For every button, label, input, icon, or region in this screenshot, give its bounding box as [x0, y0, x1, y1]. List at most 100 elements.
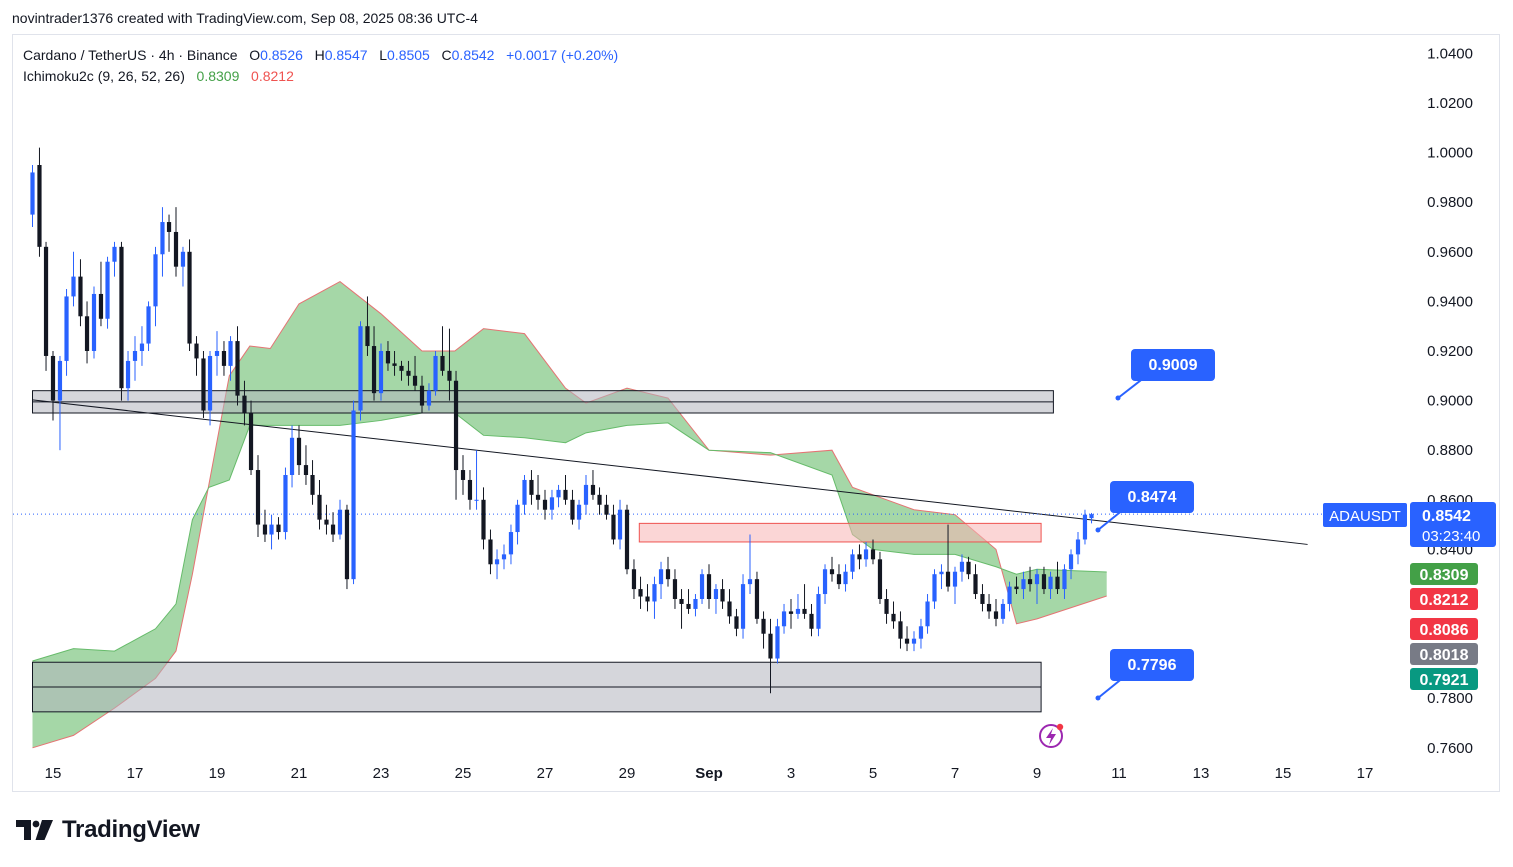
candle[interactable]: [37, 147, 42, 257]
candle[interactable]: [747, 534, 753, 595]
candle[interactable]: [488, 529, 493, 575]
candle[interactable]: [330, 512, 336, 542]
candle[interactable]: [891, 601, 896, 629]
candle[interactable]: [980, 584, 985, 612]
indicator-title[interactable]: Ichimoku2c (9, 26, 52, 26): [23, 68, 185, 84]
candle[interactable]: [78, 259, 83, 327]
candle[interactable]: [187, 239, 192, 351]
symbol-title[interactable]: Cardano / TetherUS · 4h · Binance: [23, 47, 238, 63]
candle[interactable]: [809, 603, 814, 637]
candle[interactable]: [474, 450, 479, 510]
candle[interactable]: [153, 246, 158, 327]
candle[interactable]: [515, 499, 520, 545]
candle[interactable]: [1055, 561, 1060, 595]
candle[interactable]: [1089, 512, 1094, 524]
price-callout[interactable]: 0.8474: [1095, 481, 1195, 533]
candle[interactable]: [419, 375, 425, 413]
candle[interactable]: [440, 326, 445, 376]
candle[interactable]: [576, 499, 582, 530]
candle[interactable]: [501, 544, 507, 570]
candle[interactable]: [542, 489, 548, 520]
candle[interactable]: [426, 383, 432, 411]
candle[interactable]: [1007, 581, 1012, 612]
candle[interactable]: [713, 584, 719, 614]
candle[interactable]: [761, 611, 766, 649]
candle[interactable]: [617, 499, 623, 550]
candle[interactable]: [1027, 566, 1033, 592]
candle[interactable]: [248, 400, 254, 475]
candle[interactable]: [857, 544, 862, 570]
candle[interactable]: [631, 559, 637, 599]
candle[interactable]: [303, 445, 309, 485]
candle[interactable]: [1034, 569, 1040, 604]
candle[interactable]: [214, 331, 220, 376]
candle[interactable]: [324, 504, 329, 535]
supply-zone[interactable]: [638, 522, 1042, 543]
candle[interactable]: [932, 569, 937, 609]
candle[interactable]: [460, 455, 466, 495]
candle[interactable]: [139, 326, 145, 366]
candle[interactable]: [453, 370, 459, 500]
candle[interactable]: [119, 241, 124, 401]
candle[interactable]: [310, 460, 315, 505]
candle[interactable]: [399, 360, 404, 381]
candle[interactable]: [1041, 566, 1047, 595]
candle[interactable]: [939, 564, 944, 590]
candle[interactable]: [406, 360, 411, 386]
tradingview-logo[interactable]: TradingView: [16, 816, 200, 844]
candle[interactable]: [556, 484, 561, 508]
candle[interactable]: [699, 569, 705, 604]
candle[interactable]: [194, 336, 199, 376]
candle[interactable]: [829, 556, 835, 582]
candle[interactable]: [57, 355, 63, 451]
candle[interactable]: [289, 425, 295, 488]
candle[interactable]: [624, 504, 630, 575]
candle[interactable]: [50, 351, 56, 421]
candle[interactable]: [870, 539, 876, 565]
candle[interactable]: [740, 574, 746, 639]
candle[interactable]: [590, 470, 596, 500]
candle[interactable]: [611, 504, 616, 545]
candle[interactable]: [221, 341, 227, 376]
candle[interactable]: [863, 541, 869, 567]
candle[interactable]: [693, 594, 698, 617]
candle[interactable]: [570, 489, 575, 525]
candle[interactable]: [795, 594, 801, 619]
candle[interactable]: [911, 631, 917, 652]
candle[interactable]: [64, 289, 69, 376]
candle[interactable]: [105, 256, 110, 329]
candle[interactable]: [898, 611, 903, 649]
candle[interactable]: [447, 328, 452, 401]
last-price-tag[interactable]: ADAUSDT 0.8542 03:23:40: [1323, 502, 1496, 547]
indicator-legend-row[interactable]: Ichimoku2c (9, 26, 52, 26) 0.8309 0.8212: [23, 66, 618, 87]
candle[interactable]: [344, 504, 350, 590]
candle[interactable]: [597, 487, 602, 515]
candle[interactable]: [734, 608, 739, 637]
candle[interactable]: [296, 425, 302, 475]
candle[interactable]: [269, 514, 274, 550]
candle[interactable]: [686, 589, 691, 614]
candle[interactable]: [720, 579, 725, 609]
candle[interactable]: [993, 599, 999, 627]
candle[interactable]: [385, 341, 391, 371]
candle[interactable]: [43, 241, 49, 371]
candle[interactable]: [925, 594, 930, 634]
indicator-price-tag[interactable]: 0.7921: [1410, 668, 1478, 690]
candle[interactable]: [125, 351, 131, 401]
candle[interactable]: [317, 479, 322, 530]
candle[interactable]: [754, 571, 760, 624]
candle[interactable]: [255, 455, 261, 537]
candle[interactable]: [433, 351, 438, 396]
candle[interactable]: [952, 566, 958, 604]
indicator-price-tag[interactable]: 0.8086: [1410, 618, 1478, 640]
candle[interactable]: [91, 286, 97, 359]
candle[interactable]: [1082, 509, 1088, 545]
candle[interactable]: [768, 618, 773, 694]
candle[interactable]: [481, 487, 486, 550]
candle[interactable]: [30, 165, 35, 227]
candle[interactable]: [966, 556, 971, 580]
candle[interactable]: [1075, 532, 1081, 565]
candle[interactable]: [112, 241, 117, 277]
candle[interactable]: [365, 296, 370, 356]
candle[interactable]: [508, 524, 514, 565]
